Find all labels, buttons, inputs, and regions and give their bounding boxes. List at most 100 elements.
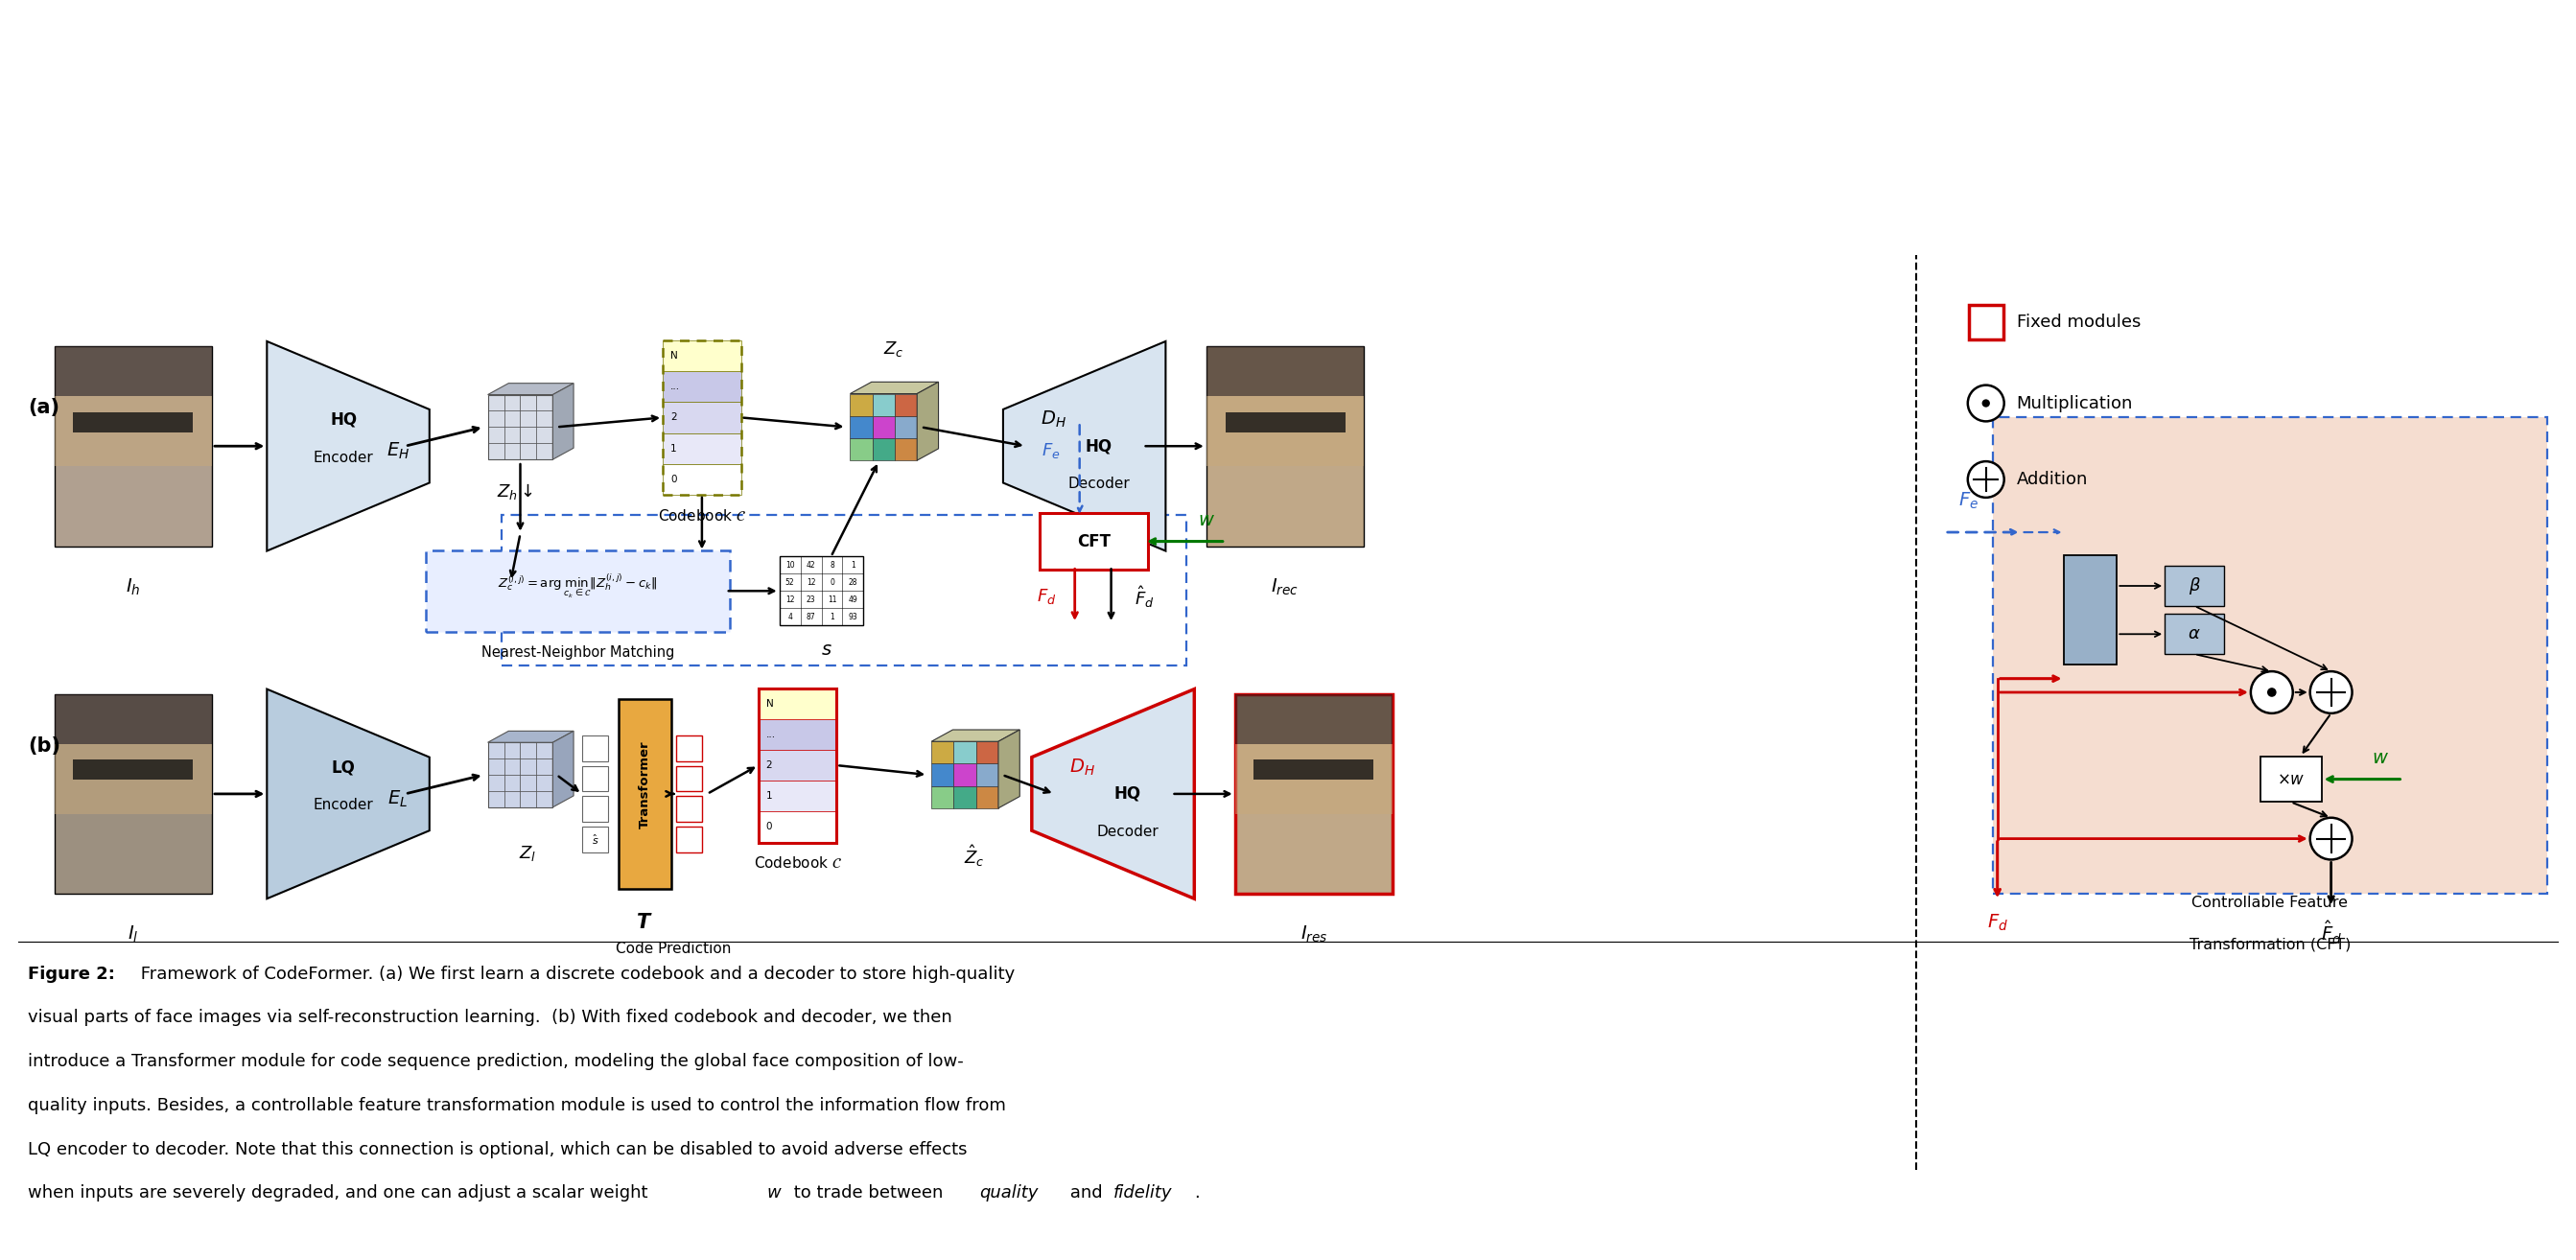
Text: CFT: CFT <box>1077 533 1110 551</box>
Polygon shape <box>487 731 574 742</box>
Text: to trade between: to trade between <box>788 1184 948 1202</box>
Text: $\boldsymbol{D_H}$: $\boldsymbol{D_H}$ <box>1069 757 1095 777</box>
Bar <box>662 372 742 402</box>
Bar <box>1234 694 1394 743</box>
Text: quality: quality <box>979 1184 1038 1202</box>
Circle shape <box>1968 461 2004 498</box>
Polygon shape <box>933 730 1020 741</box>
Text: $\hat{Z}_c$: $\hat{Z}_c$ <box>963 843 984 869</box>
Polygon shape <box>554 731 574 808</box>
Text: 1: 1 <box>765 791 773 801</box>
Polygon shape <box>268 341 430 551</box>
Text: introduce a Transformer module for code sequence prediction, modeling the global: introduce a Transformer module for code … <box>28 1053 963 1070</box>
Text: $F_e$: $F_e$ <box>1958 491 1978 512</box>
Bar <box>757 719 837 750</box>
Bar <box>662 340 742 495</box>
Bar <box>2063 556 2117 665</box>
Text: Decoder: Decoder <box>1097 825 1159 839</box>
Circle shape <box>1968 386 2004 421</box>
Bar <box>781 557 863 625</box>
Text: visual parts of face images via self-reconstruction learning.  (b) With fixed co: visual parts of face images via self-rec… <box>28 1009 953 1027</box>
FancyBboxPatch shape <box>1994 417 2548 893</box>
Bar <box>976 764 999 786</box>
Bar <box>894 393 917 416</box>
Text: HQ: HQ <box>1113 785 1141 803</box>
Text: $\boldsymbol{E_L}$: $\boldsymbol{E_L}$ <box>389 789 407 809</box>
Text: Decoder: Decoder <box>1066 478 1131 491</box>
Text: $I_{res}$: $I_{res}$ <box>1301 925 1327 945</box>
Bar <box>72 412 193 432</box>
Bar <box>933 764 953 786</box>
Circle shape <box>1981 399 1989 407</box>
Text: $Z_c^{(i,j)} = \arg\min_{c_k\in\mathcal{C}}\|Z_h^{(i,j)}-c_k\|$: $Z_c^{(i,j)} = \arg\min_{c_k\in\mathcal{… <box>497 572 657 600</box>
Bar <box>662 433 742 464</box>
Bar <box>933 786 953 808</box>
FancyBboxPatch shape <box>425 549 729 633</box>
Text: 2: 2 <box>670 413 677 422</box>
Bar <box>757 750 837 781</box>
Text: HQ: HQ <box>330 411 358 428</box>
Bar <box>757 781 837 811</box>
Polygon shape <box>917 382 938 460</box>
Text: (a): (a) <box>28 398 59 417</box>
Text: $Z_h\downarrow$: $Z_h\downarrow$ <box>497 481 533 501</box>
Bar <box>976 786 999 808</box>
Text: 10: 10 <box>786 561 793 570</box>
Circle shape <box>2311 672 2352 713</box>
Circle shape <box>2251 672 2293 713</box>
Bar <box>662 402 742 433</box>
Bar <box>54 396 211 466</box>
Text: 49: 49 <box>848 595 858 604</box>
Text: 28: 28 <box>848 578 858 587</box>
Text: 93: 93 <box>848 612 858 621</box>
Text: Figure 2:: Figure 2: <box>28 965 116 983</box>
Bar <box>582 736 608 761</box>
Bar <box>894 438 917 460</box>
Text: Encoder: Encoder <box>314 798 374 813</box>
Text: 87: 87 <box>806 612 817 621</box>
Bar <box>677 736 703 761</box>
Text: (b): (b) <box>28 737 59 756</box>
Text: when inputs are severely degraded, and one can adjust a scalar weight: when inputs are severely degraded, and o… <box>28 1184 654 1202</box>
Bar <box>2259 756 2321 803</box>
Text: $F_d$: $F_d$ <box>1036 587 1056 606</box>
Text: $\boldsymbol{E_H}$: $\boldsymbol{E_H}$ <box>386 441 410 461</box>
Bar <box>487 394 554 460</box>
Bar <box>54 694 211 743</box>
Bar <box>757 811 837 843</box>
Text: $I_l$: $I_l$ <box>129 925 139 945</box>
Text: Fixed modules: Fixed modules <box>2017 314 2141 331</box>
FancyBboxPatch shape <box>1041 513 1149 570</box>
Circle shape <box>2267 688 2277 697</box>
Text: N: N <box>765 699 773 708</box>
Bar <box>1206 346 1365 396</box>
Bar <box>582 766 608 791</box>
Bar <box>873 416 894 438</box>
Text: $Z_l$: $Z_l$ <box>520 843 536 863</box>
Polygon shape <box>1002 341 1164 551</box>
Text: 0: 0 <box>765 823 773 832</box>
Text: $w$: $w$ <box>2372 750 2391 767</box>
Text: $\times w$: $\times w$ <box>2277 771 2306 788</box>
Bar <box>953 786 976 808</box>
Bar <box>677 766 703 791</box>
Bar <box>1226 412 1345 432</box>
Text: $F_e$: $F_e$ <box>1041 441 1061 460</box>
Bar <box>757 688 837 843</box>
Text: 23: 23 <box>806 595 817 604</box>
Text: Codebook $\mathcal{C}$: Codebook $\mathcal{C}$ <box>752 856 842 871</box>
Text: quality inputs. Besides, a controllable feature transformation module is used to: quality inputs. Besides, a controllable … <box>28 1097 1007 1114</box>
Text: Framework of CodeFormer. (a) We first learn a discrete codebook and a decoder to: Framework of CodeFormer. (a) We first le… <box>134 965 1015 983</box>
Bar <box>1968 305 2004 339</box>
Text: $\hat{F}_d$: $\hat{F}_d$ <box>1133 583 1154 610</box>
Bar <box>873 438 894 460</box>
Bar <box>933 741 953 764</box>
Text: Codebook $\mathcal{C}$: Codebook $\mathcal{C}$ <box>657 508 747 523</box>
Text: HQ: HQ <box>1084 437 1113 455</box>
Text: 0: 0 <box>670 475 677 484</box>
Bar <box>677 796 703 822</box>
Text: $\boldsymbol{D_H}$: $\boldsymbol{D_H}$ <box>1041 410 1066 430</box>
Text: 52: 52 <box>786 578 793 587</box>
Text: $\beta$: $\beta$ <box>2187 576 2200 596</box>
Bar <box>1255 760 1373 780</box>
